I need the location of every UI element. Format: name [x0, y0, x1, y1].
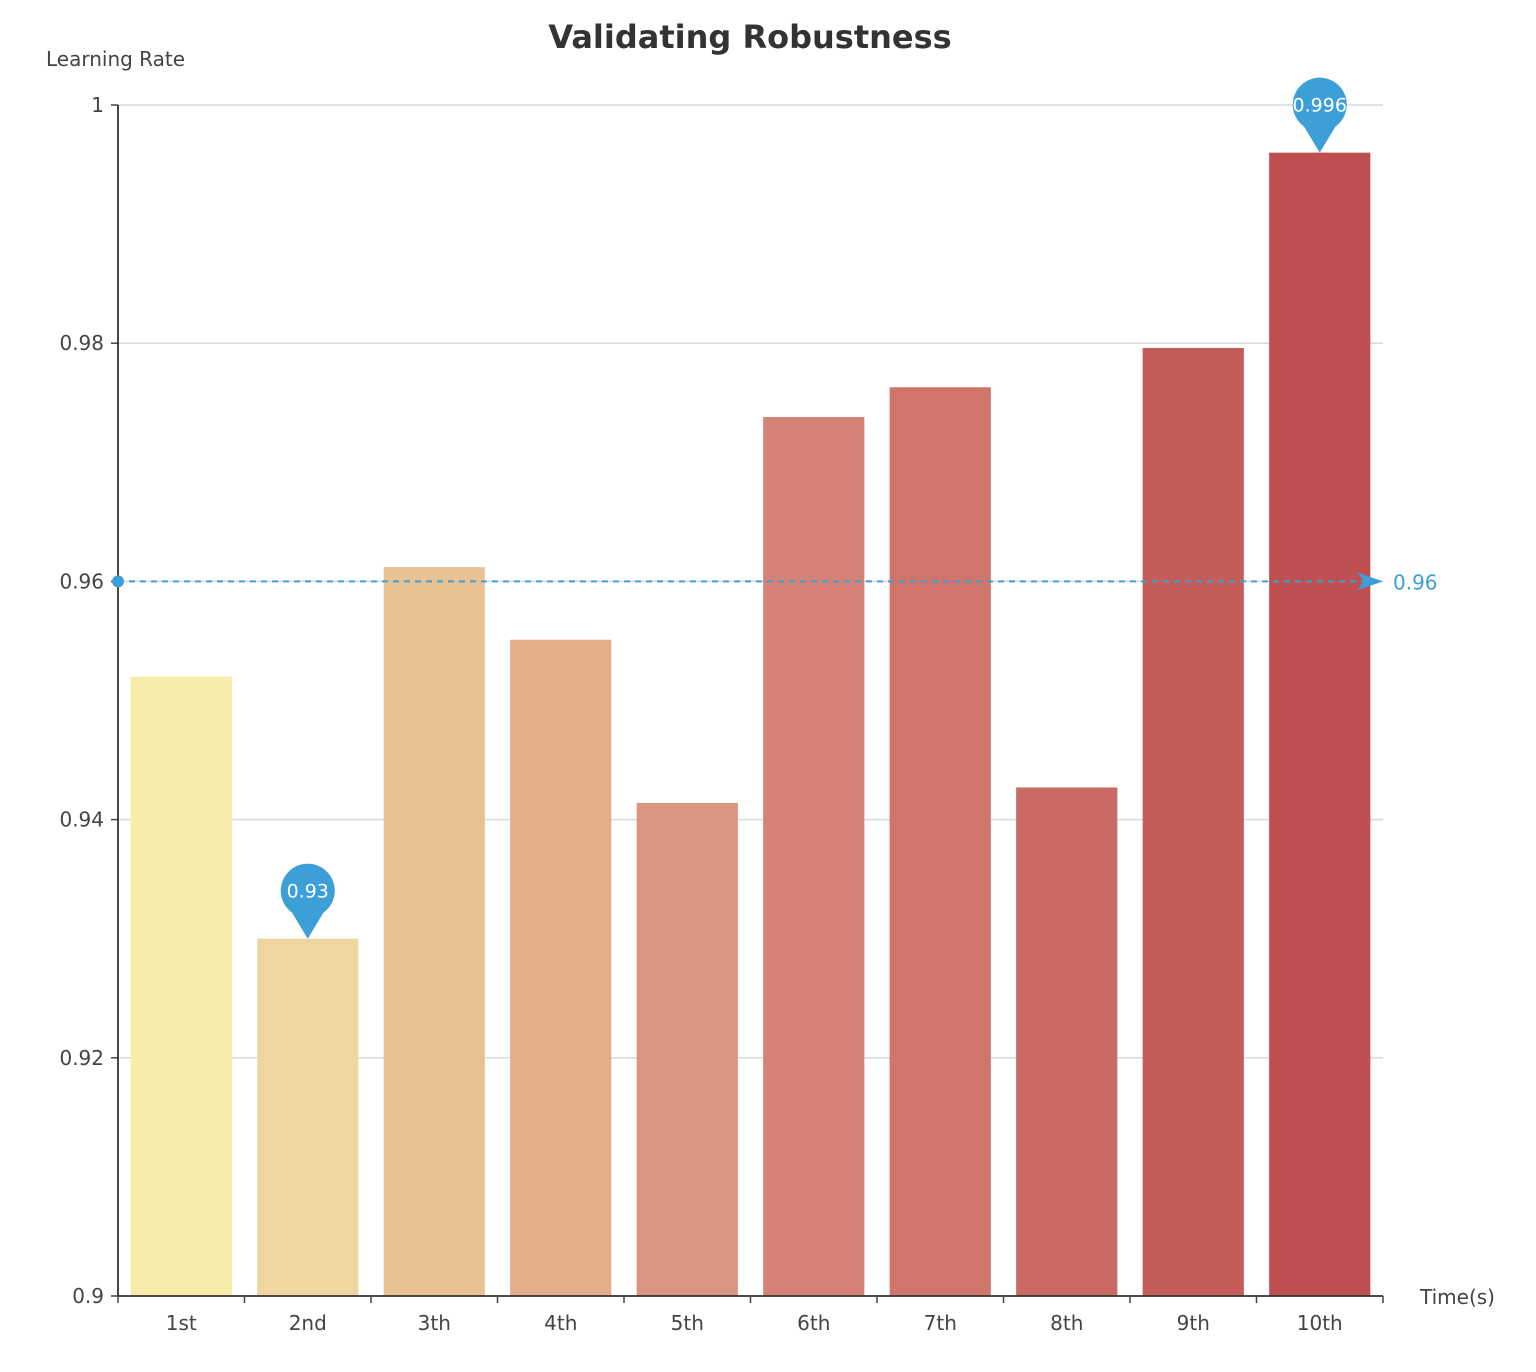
bar-2nd [257, 938, 359, 1296]
bar-10th [1269, 152, 1371, 1296]
bar-1st [130, 676, 232, 1296]
x-tick-label: 2nd [289, 1311, 327, 1335]
x-tick-label: 6th [797, 1311, 830, 1335]
mark-line-label: 0.96 [1393, 570, 1438, 594]
x-tick-label: 9th [1177, 1311, 1210, 1335]
y-tick-label: 0.96 [59, 569, 104, 593]
y-tick-label: 0.9 [72, 1284, 104, 1308]
x-tick-label: 1st [166, 1311, 197, 1335]
bar-4th [510, 639, 612, 1296]
x-tick-label: 10th [1297, 1311, 1343, 1335]
y-tick-label: 0.98 [59, 331, 104, 355]
bar-3th [383, 567, 485, 1296]
pin-label: 0.93 [287, 881, 329, 903]
mark-point-2nd: 0.93 [280, 863, 335, 939]
bars [130, 152, 1371, 1297]
mark-line-arrow [1357, 572, 1383, 591]
x-tick-label: 3th [418, 1311, 451, 1335]
mark-point-10th: 0.996 [1292, 77, 1347, 153]
average-mark-line: 0.96 [112, 570, 1438, 594]
y-tick-label: 1 [91, 93, 104, 117]
pin-shape [1292, 77, 1347, 153]
bar-7th [889, 387, 991, 1297]
y-axis-title: Learning Rate [46, 47, 185, 71]
mark-line-start-dot [112, 575, 124, 588]
bar-8th [1016, 787, 1118, 1296]
x-axis-title: Time(s) [1419, 1285, 1495, 1309]
pin-label: 0.996 [1293, 95, 1347, 117]
x-tick-label: 7th [924, 1311, 957, 1335]
x-tick-label: 8th [1050, 1311, 1083, 1335]
y-tick-label: 0.92 [59, 1046, 104, 1070]
bar-5th [636, 802, 738, 1296]
y-tick-label: 0.94 [59, 808, 104, 832]
bar-9th [1142, 347, 1244, 1296]
bar-6th [763, 417, 865, 1296]
x-tick-label: 5th [671, 1311, 704, 1335]
axes: 0.9 0.92 0.94 0.96 0.98 1 1st 2nd 3th 4th 5th 6th 7t… [59, 93, 1384, 1335]
mark-points: 0.93 0.996 [280, 77, 1347, 939]
chart-title: Validating Robustness [548, 18, 951, 56]
x-tick-label: 4th [544, 1311, 577, 1335]
pin-shape [280, 863, 335, 939]
